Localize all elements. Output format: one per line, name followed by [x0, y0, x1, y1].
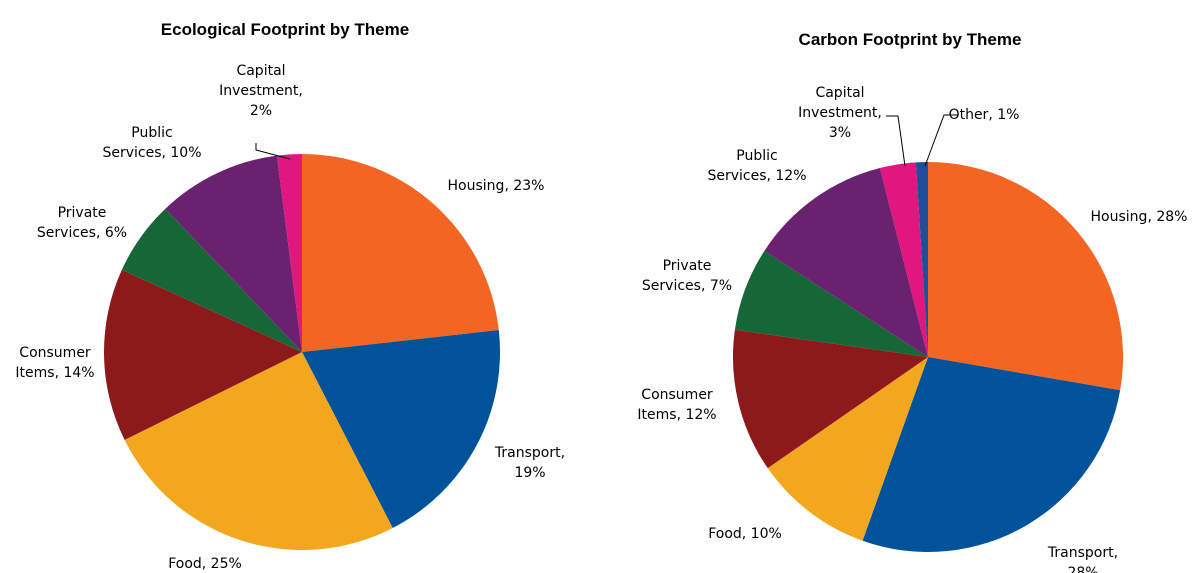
pie-slice [879, 162, 928, 357]
ecological-pie-slices [103, 154, 501, 551]
slice-label: Consumer Items, 12% [637, 387, 716, 423]
slice-label: Transport, 19% [494, 445, 565, 481]
slice-label: Public Services, 10% [102, 125, 201, 161]
pie-slice [764, 168, 928, 357]
slice-label: Consumer Items, 14% [15, 345, 94, 381]
slice-label: Transport, 28% [1047, 545, 1118, 573]
leader-line [255, 143, 291, 160]
slice-label: Capital Investment, 2% [219, 63, 303, 119]
pie-slice [928, 162, 1123, 391]
slice-label: Capital Investment, 3% [798, 85, 882, 141]
carbon-footprint-pie-chart: Carbon Footprint by Theme Housing, 28% Tr… [637, 30, 1187, 573]
pie-slice [733, 329, 928, 469]
pie-slice [165, 155, 302, 352]
pie-slice [767, 357, 928, 541]
leader-line [924, 114, 958, 167]
pie-slice [103, 269, 303, 440]
pie-slice [302, 154, 499, 352]
pie-slice [121, 208, 302, 352]
pie-slice [276, 154, 302, 352]
slice-label: Food, 25% [168, 556, 242, 572]
pie-slice [915, 162, 928, 357]
slice-label: Housing, 28% [1091, 209, 1188, 225]
pie-slice [862, 357, 1121, 553]
slice-label: Other, 1% [949, 107, 1020, 123]
slice-label: Food, 10% [708, 526, 782, 542]
pie-slice [124, 352, 393, 551]
slice-label: Private Services, 6% [37, 205, 127, 241]
pie-slice [734, 250, 928, 357]
slice-label: Private Services, 7% [642, 258, 732, 294]
ecological-chart-title: Ecological Footprint by Theme [161, 20, 409, 39]
carbon-pie-slices [733, 162, 1123, 553]
carbon-chart-title: Carbon Footprint by Theme [799, 30, 1022, 49]
ecological-slice-labels: Housing, 23% Transport, 19% Food, 25% Consum… [15, 63, 565, 572]
leader-line [886, 115, 906, 167]
slice-label: Public Services, 12% [707, 148, 806, 184]
slice-label: Housing, 23% [448, 178, 545, 194]
pie-slice [302, 330, 501, 528]
carbon-slice-labels: Housing, 28% Transport, 28% Food, 10% Consum… [637, 85, 1187, 573]
ecological-footprint-pie-chart: Ecological Footprint by Theme Housing, 2… [15, 20, 565, 572]
